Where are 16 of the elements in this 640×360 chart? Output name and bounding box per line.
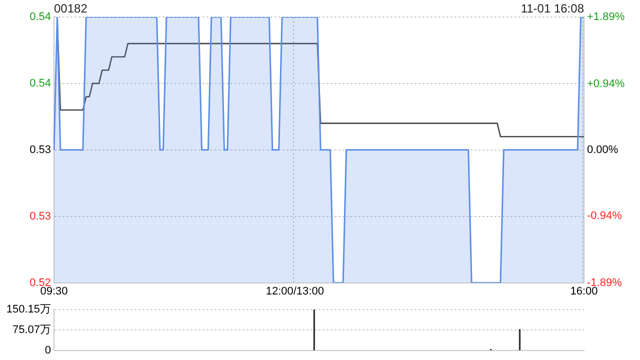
- x-tick-label: 16:00: [570, 285, 598, 298]
- y-tick-label: 0.53: [30, 210, 51, 222]
- chart-title: 00182: [54, 1, 88, 16]
- y2-tick-label: 0.00%: [587, 144, 618, 156]
- y-tick-label: 0.54: [30, 77, 51, 90]
- x-tick-label: 09:30: [40, 285, 68, 298]
- y-tick-label: 150.15万: [6, 304, 51, 316]
- y-tick-label: 75.07万: [12, 324, 51, 336]
- y-tick-label: 0.53: [30, 144, 51, 156]
- y2-tick-label: -0.94%: [587, 210, 622, 222]
- x-tick-label: 12:00/13:00: [266, 285, 324, 298]
- y2-tick-label: +0.94%: [587, 78, 625, 90]
- text: 11-01 16:08: [520, 1, 584, 16]
- y2-tick-label: +1.89%: [587, 11, 625, 24]
- y-tick-label: 0: [44, 344, 51, 356]
- y-tick-label: 0.54: [30, 11, 51, 24]
